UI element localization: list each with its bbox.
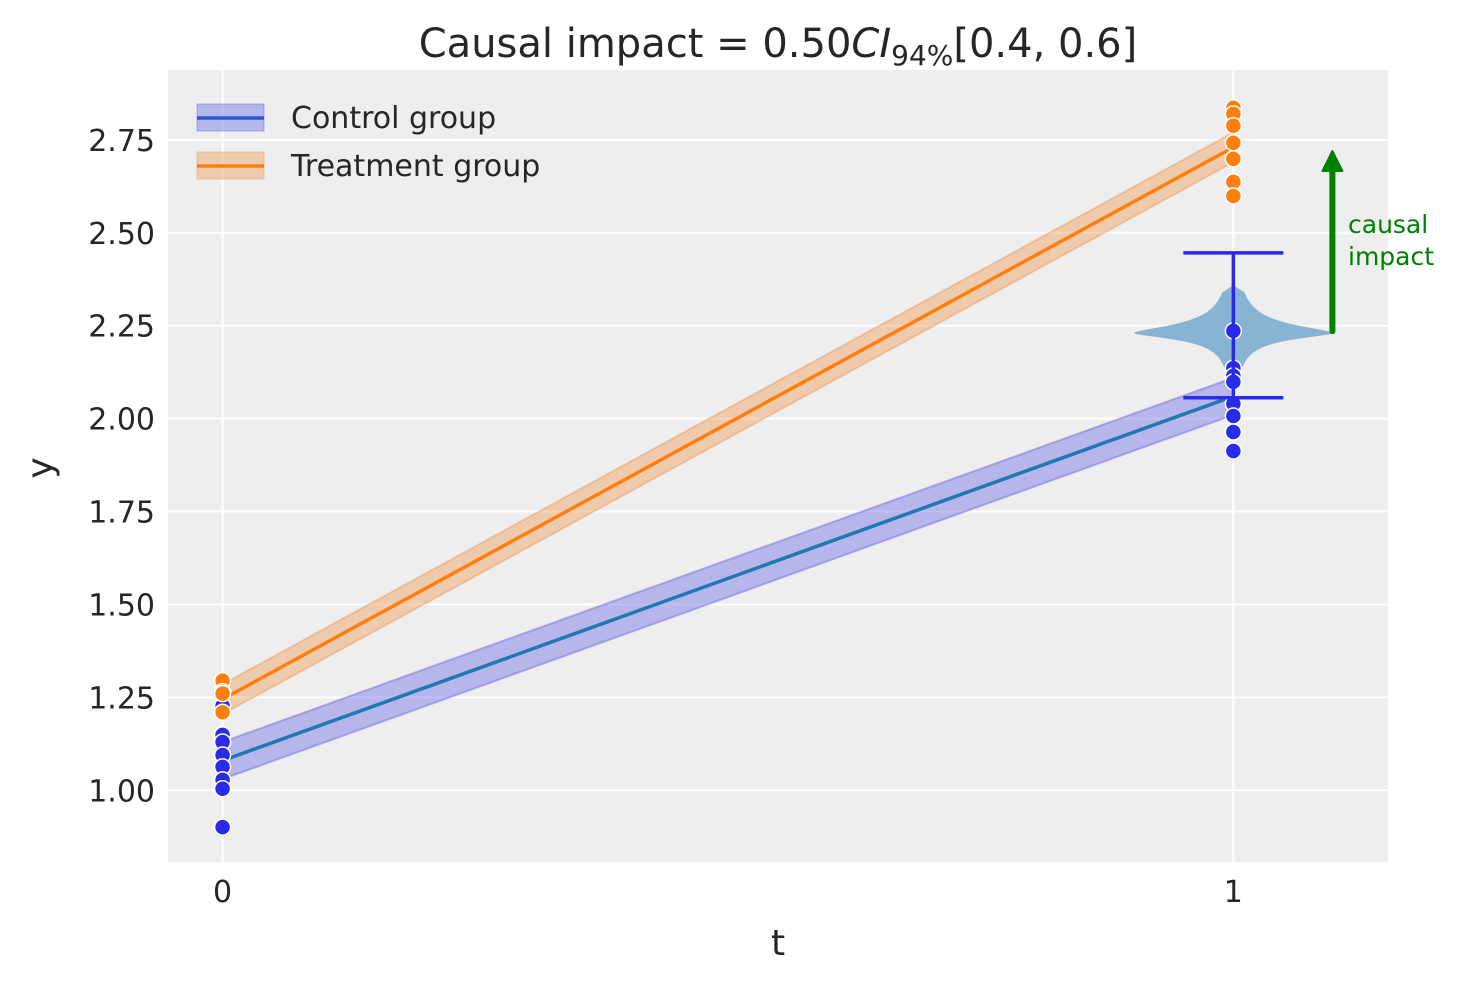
treatment-point [1224,116,1243,135]
plot-area [168,70,1388,862]
treatment-point [1224,187,1243,205]
title-suffix: [0.4, 0.6] [953,21,1137,67]
y-tick-label: 1.00 [88,774,155,809]
legend: Control group Treatment group [196,101,540,184]
annotation-text-line2: impact [1348,242,1434,271]
legend-label-control: Control group [291,101,496,136]
y-tick-label: 2.50 [88,217,155,252]
y-tick-label: 1.50 [88,588,155,623]
y-axis-label: y [20,457,61,478]
treatment-point [213,684,232,703]
lines [221,145,1235,763]
title-subscript: 94% [891,39,953,72]
x-axis-label: t [771,923,785,964]
chart-title: Causal impact = 0.50CI94%[0.4, 0.6] [419,21,1137,72]
treatment-point [213,703,232,721]
x-tick-label: 0 [213,875,232,910]
treatment-point [1224,134,1243,152]
legend-label-treatment: Treatment group [290,149,540,184]
x-tick-label: 1 [1224,875,1243,910]
control-point [1224,407,1243,425]
title-prefix: Causal impact = 0.50 [419,21,852,67]
ticks: 1.00 1.25 1.50 1.75 2.00 2.25 2.50 2.75 0 1 [88,124,1243,910]
line-treatment [221,145,1235,701]
y-tick-label: 2.25 [88,310,155,345]
y-tick-label: 1.75 [88,496,155,531]
arrow-head-icon [1321,150,1344,173]
line-control [221,394,1234,763]
grid [168,70,1388,862]
annotation-group: causal impact [1321,150,1434,335]
control-point [213,818,232,836]
title-ci: CI [851,21,891,67]
points [213,99,1243,836]
control-point [1224,442,1243,460]
annotation-text-line1: causal [1348,210,1428,239]
y-tick-label: 2.00 [88,403,155,438]
y-tick-label: 1.25 [88,681,155,716]
treatment-point [1224,150,1243,168]
y-tick-label: 2.75 [88,124,155,159]
control-point [1224,423,1243,441]
control-point [213,780,232,798]
errorbar-group [1183,251,1284,400]
